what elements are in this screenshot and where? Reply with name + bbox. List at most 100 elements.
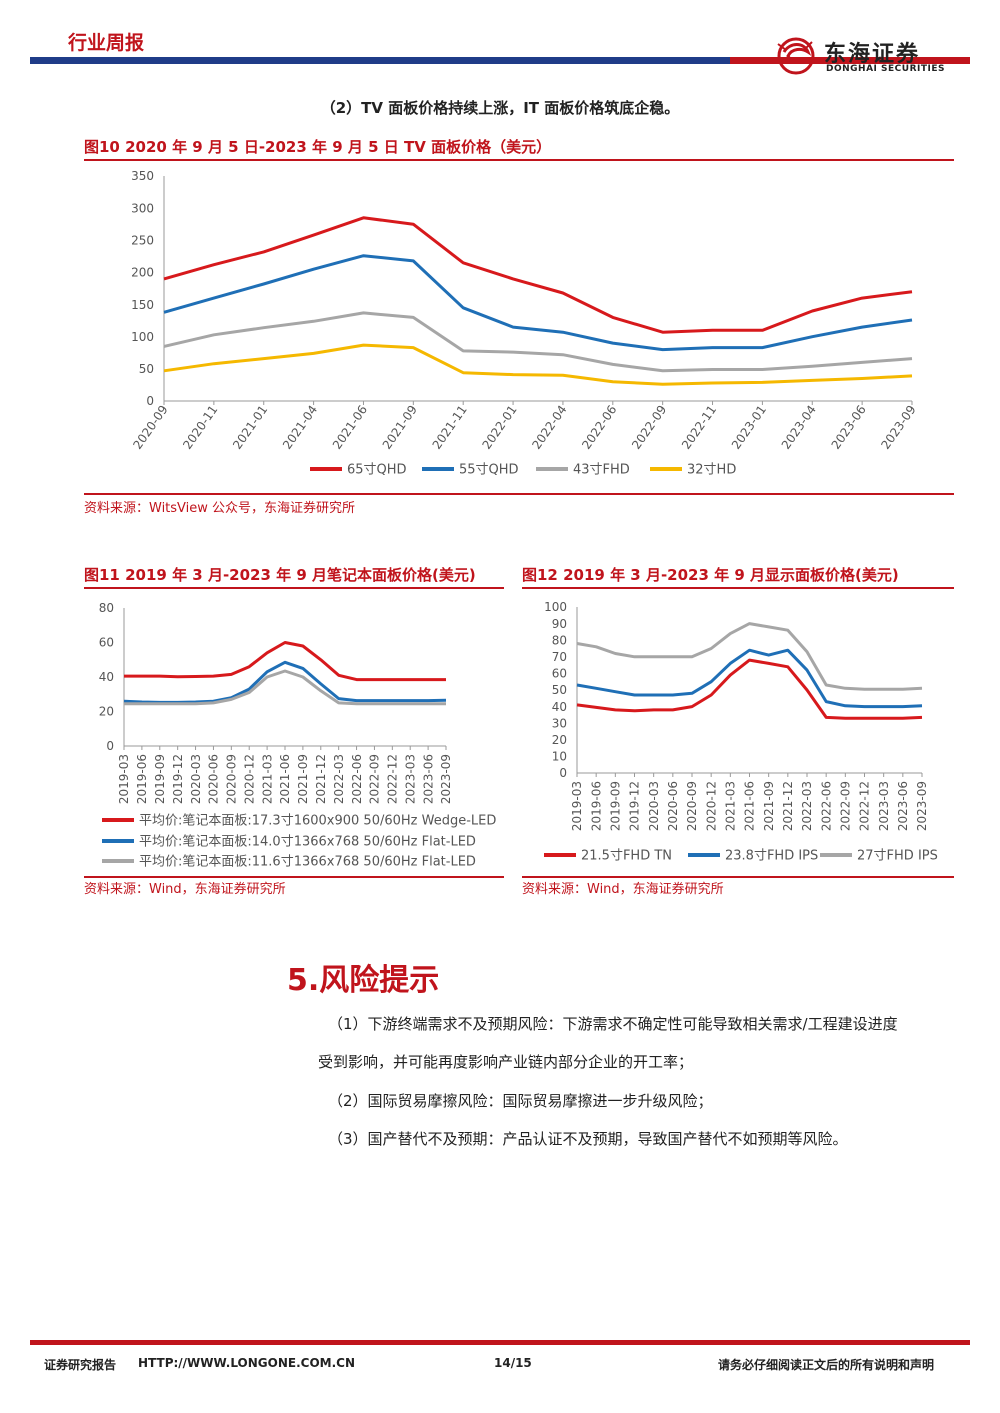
legend-label-1: 平均价:笔记本面板:17.3寸1600x900 50/60Hz Wedge-LE… — [139, 813, 496, 829]
y-tick-label: 150 — [131, 298, 154, 312]
figure11-chart: 0 20 40 60 80 2019-03 2019-06 2019-09 2019-12 202… — [99, 601, 497, 870]
x-tick-label: 2019-03 — [117, 754, 131, 804]
x-tick-label: 2022-09 — [368, 754, 382, 804]
figure11-source: 资料来源：Wind，东海证券研究所 — [84, 882, 286, 897]
y-tick-label: 30 — [552, 716, 567, 730]
x-tick-label: 2020-03 — [189, 754, 203, 804]
series-line-3 — [124, 669, 446, 706]
x-tick-label: 2022-06 — [350, 754, 364, 804]
y-tick-label: 0 — [559, 766, 567, 780]
x-tick-label: 2020-09 — [130, 403, 170, 452]
x-tick-label: 2023-09 — [439, 754, 453, 804]
x-tick-label: 2023-04 — [779, 403, 819, 452]
x-tick-label: 2019-06 — [135, 754, 149, 804]
series-line-1 — [124, 641, 446, 682]
legend-label-2: 平均价:笔记本面板:14.0寸1366x768 50/60Hz Flat-LED — [139, 834, 476, 850]
y-tick-label: 0 — [146, 394, 154, 408]
x-tick-label: 2021-12 — [781, 781, 795, 831]
x-tick-label: 2021-03 — [260, 754, 274, 804]
x-tick-label: 2021-09 — [762, 781, 776, 831]
legend-label-3: 平均价:笔记本面板:11.6寸1366x768 50/60Hz Flat-LED — [139, 854, 476, 870]
series-line-3 — [163, 311, 913, 373]
y-tick-label: 40 — [552, 700, 567, 714]
subsection-heading: （2）TV 面板价格持续上涨，IT 面板价格筑底企稳。 — [320, 99, 680, 117]
x-tick-label: 2020-06 — [207, 754, 221, 804]
y-tick-label: 80 — [552, 633, 567, 647]
logo-text-cn: 东海证券 — [824, 42, 921, 67]
y-tick-label: 60 — [99, 636, 114, 650]
y-tick-label: 200 — [131, 266, 154, 280]
x-tick-label: 2023-06 — [421, 754, 435, 804]
x-tick-label: 2021-12 — [314, 754, 328, 804]
x-tick-label: 2023-03 — [877, 781, 891, 831]
x-tick-label: 2020-06 — [666, 781, 680, 831]
x-tick-label: 2021-11 — [430, 403, 470, 452]
y-tick-label: 80 — [99, 601, 114, 615]
y-tick-label: 70 — [552, 650, 567, 664]
x-tick-label: 2020-09 — [685, 781, 699, 831]
y-tick-label: 100 — [544, 600, 567, 614]
x-tick-label: 2023-01 — [729, 403, 769, 452]
footer-disclaimer: 请务必仔细阅读正文后的所有说明和声明 — [718, 1358, 935, 1372]
logo-text-en: DONGHAI SECURITIES — [826, 64, 945, 74]
legend-label-1: 65寸QHD — [347, 463, 407, 478]
figure12-title-rule — [522, 587, 954, 589]
report-type-label: 行业周报 — [68, 32, 145, 54]
x-tick-label: 2019-03 — [570, 781, 584, 831]
x-tick-label: 2022-11 — [679, 403, 719, 452]
x-tick-label: 2022-03 — [332, 754, 346, 804]
y-tick-label: 350 — [131, 169, 154, 183]
x-tick-label: 2019-12 — [171, 754, 185, 804]
y-tick-label: 50 — [139, 362, 154, 376]
x-tick-label: 2023-03 — [403, 754, 417, 804]
legend-label-3: 43寸FHD — [573, 463, 630, 478]
y-tick-label: 0 — [106, 739, 114, 753]
risk-paragraph-1: （1）下游终端需求不及预期风险：下游需求不确定性可能导致相关需求/工程建设进度 — [328, 1015, 898, 1033]
risk-paragraph-1-cont: 受到影响，并可能再度影响产业链内部分企业的开工率； — [318, 1053, 694, 1071]
x-tick-label: 2019-09 — [153, 754, 167, 804]
figure11-bottom-rule — [84, 876, 504, 878]
x-tick-label: 2022-12 — [386, 754, 400, 804]
legend-label-2: 23.8寸FHD IPS — [725, 849, 818, 864]
footer-page-number: 14/15 — [494, 1356, 532, 1370]
x-tick-label: 2021-04 — [280, 403, 320, 452]
figure10-title: 图10 2020 年 9 月 5 日-2023 年 9 月 5 日 TV 面板价… — [84, 138, 552, 156]
series-line-3 — [576, 622, 923, 691]
x-tick-label: 2022-09 — [839, 781, 853, 831]
x-tick-label: 2020-12 — [242, 754, 256, 804]
x-tick-label: 2019-09 — [609, 781, 623, 831]
x-tick-label: 2022-04 — [529, 403, 569, 452]
y-tick-label: 90 — [552, 617, 567, 631]
x-tick-label: 2019-06 — [589, 781, 603, 831]
y-tick-label: 10 — [552, 750, 567, 764]
x-tick-label: 2021-06 — [743, 781, 757, 831]
figure12-chart: 0 10 20 30 40 50 60 70 80 90 100 2019-03 2019-06 2019… — [544, 600, 938, 864]
x-tick-label: 2022-09 — [629, 403, 669, 452]
header-bar-red — [730, 57, 970, 64]
legend-label-4: 32寸HD — [687, 463, 736, 478]
header-bar-blue — [30, 57, 730, 64]
y-tick-label: 300 — [131, 201, 154, 215]
section-title: 5.风险提示 — [287, 963, 440, 998]
y-tick-label: 50 — [552, 683, 567, 697]
x-tick-label: 2022-06 — [819, 781, 833, 831]
x-tick-label: 2021-03 — [724, 781, 738, 831]
footer-website-link[interactable]: HTTP://WWW.LONGONE.COM.CN — [138, 1356, 356, 1370]
x-tick-label: 2023-09 — [915, 781, 929, 831]
legend-label-3: 27寸FHD IPS — [857, 849, 938, 864]
figure12-source: 资料来源：Wind，东海证券研究所 — [522, 882, 724, 897]
figure11-title: 图11 2019 年 3 月-2023 年 9 月笔记本面板价格(美元) — [84, 566, 476, 584]
x-tick-label: 2019-12 — [628, 781, 642, 831]
y-tick-label: 20 — [99, 705, 114, 719]
figure10-bottom-rule — [84, 493, 954, 495]
risk-paragraph-2: （2）国际贸易摩擦风险：国际贸易摩擦进一步升级风险； — [328, 1092, 713, 1110]
figure10-source: 资料来源：WitsView 公众号，东海证券研究所 — [84, 501, 356, 516]
y-tick-label: 100 — [131, 330, 154, 344]
series-line-2 — [123, 660, 447, 704]
legend-label-1: 21.5寸FHD TN — [581, 849, 672, 864]
x-tick-label: 2021-01 — [230, 403, 270, 452]
series-line-1 — [163, 216, 913, 334]
risk-paragraph-3: （3）国产替代不及预期：产品认证不及预期，导致国产替代不如预期等风险。 — [328, 1130, 848, 1148]
series-line-2 — [163, 254, 913, 352]
